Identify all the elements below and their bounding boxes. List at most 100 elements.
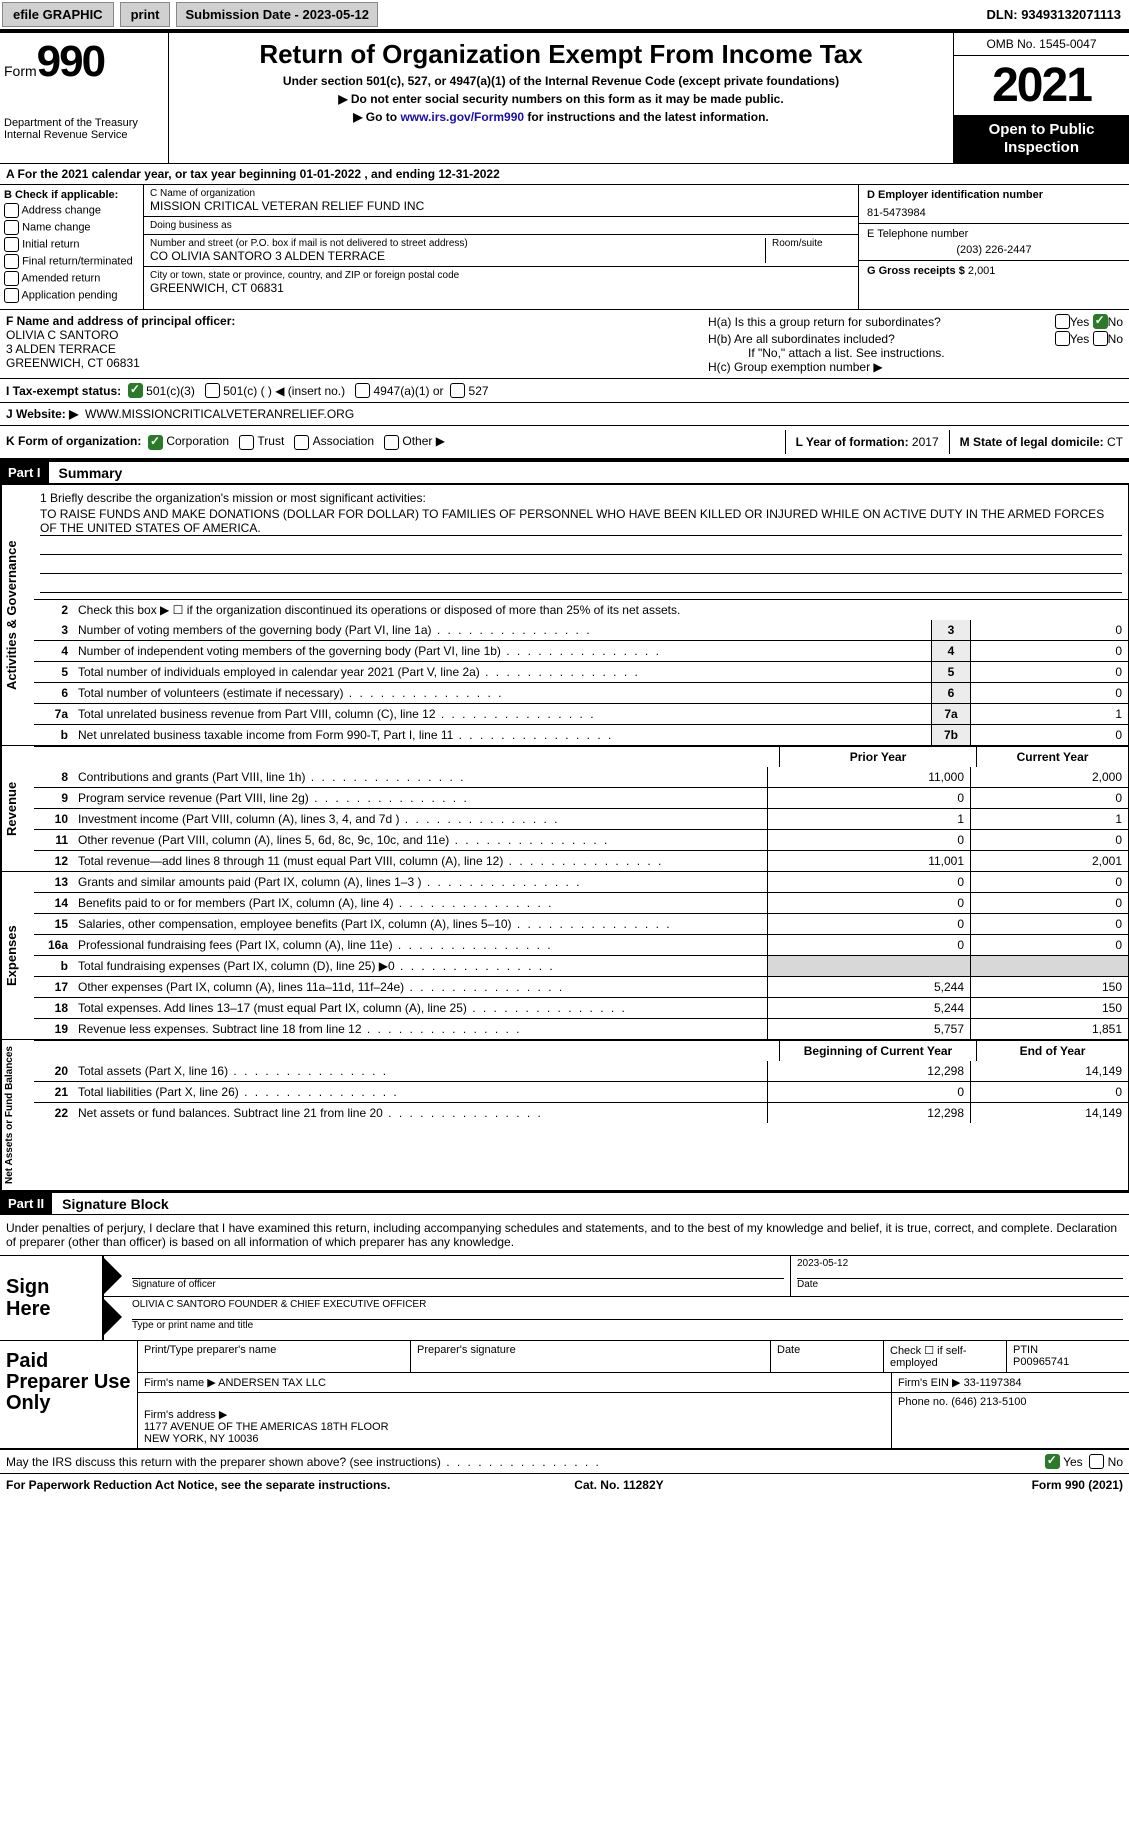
current-value [970, 956, 1128, 976]
line-box: 6 [931, 683, 970, 703]
line-value: 0 [970, 662, 1128, 682]
blank-line [40, 557, 1122, 574]
line-num: 11 [34, 830, 74, 850]
top-bar: efile GRAPHIC print Submission Date - 20… [0, 0, 1129, 31]
line-desc: Total assets (Part X, line 16) [74, 1061, 767, 1081]
chk-application[interactable]: Application pending [4, 288, 139, 303]
spacer [34, 1041, 779, 1061]
address-label: Number and street (or P.O. box if mail i… [150, 238, 759, 249]
prior-value: 0 [767, 872, 970, 892]
no-label: No [1108, 1455, 1123, 1469]
line-num: 15 [34, 914, 74, 934]
line-num: 9 [34, 788, 74, 808]
ein-value: 81-5473984 [867, 207, 1121, 219]
ha-no[interactable] [1093, 314, 1108, 329]
gov-section: Activities & Governance 1 Briefly descri… [0, 483, 1129, 746]
line-desc: Total number of volunteers (estimate if … [74, 683, 931, 703]
irs-link[interactable]: www.irs.gov/Form990 [400, 110, 524, 124]
chk-trust[interactable] [239, 435, 254, 450]
form-note-2: ▶ Go to www.irs.gov/Form990 for instruct… [177, 110, 945, 124]
line-desc: Professional fundraising fees (Part IX, … [74, 935, 767, 955]
firm-ein-label: Firm's EIN ▶ [898, 1377, 961, 1389]
website-value: WWW.MISSIONCRITICALVETERANRELIEF.ORG [85, 407, 354, 421]
line-desc: Net assets or fund balances. Subtract li… [74, 1103, 767, 1123]
phone-value: (203) 226-2447 [867, 244, 1121, 256]
self-employed-check[interactable]: Check ☐ if self-employed [884, 1341, 1007, 1372]
chk-assoc[interactable] [294, 435, 309, 450]
col-b-header: B Check if applicable: [4, 189, 139, 201]
chk-corp[interactable] [148, 435, 163, 450]
line-box: 4 [931, 641, 970, 661]
officer-h-row: F Name and address of principal officer:… [0, 309, 1129, 378]
open-public: Open to Public Inspection [954, 115, 1129, 163]
opt-501c3: 501(c)(3) [146, 384, 195, 398]
part2-title: Signature Block [52, 1196, 169, 1212]
hb-note: If "No," attach a list. See instructions… [708, 346, 1123, 360]
line-desc: Benefits paid to or for members (Part IX… [74, 893, 767, 913]
ha-label: H(a) Is this a group return for subordin… [708, 315, 1055, 329]
line-desc: Program service revenue (Part VIII, line… [74, 788, 767, 808]
signature-field[interactable] [132, 1258, 784, 1279]
line-num: 21 [34, 1082, 74, 1102]
chk-address-change[interactable]: Address change [4, 203, 139, 218]
table-row: b Net unrelated business taxable income … [34, 724, 1128, 745]
opt-other: Other ▶ [402, 434, 445, 448]
chk-501c3[interactable] [128, 383, 143, 398]
table-row: 17 Other expenses (Part IX, column (A), … [34, 976, 1128, 997]
formorg-label: K Form of organization: [6, 434, 141, 448]
chk-name-change[interactable]: Name change [4, 220, 139, 235]
side-expenses: Expenses [1, 872, 34, 1039]
line-num: 3 [34, 620, 74, 640]
arrow-icon [104, 1299, 122, 1335]
row-a-period: A For the 2021 calendar year, or tax yea… [0, 163, 1129, 184]
prior-value: 1 [767, 809, 970, 829]
table-row: 9 Program service revenue (Part VIII, li… [34, 787, 1128, 808]
chk-4947[interactable] [355, 383, 370, 398]
mission-box: 1 Briefly describe the organization's mi… [34, 485, 1128, 599]
website-label: J Website: ▶ [6, 407, 78, 421]
prior-value: 11,001 [767, 851, 970, 871]
chk-final-return[interactable]: Final return/terminated [4, 254, 139, 269]
print-button[interactable]: print [120, 2, 171, 27]
table-row: 13 Grants and similar amounts paid (Part… [34, 872, 1128, 892]
chk-amended[interactable]: Amended return [4, 271, 139, 286]
opt-assoc: Association [313, 434, 374, 448]
ha-yes[interactable] [1055, 314, 1070, 329]
chk-other[interactable] [384, 435, 399, 450]
prior-value: 0 [767, 914, 970, 934]
discuss-no[interactable] [1089, 1454, 1104, 1469]
hb-yes[interactable] [1055, 331, 1070, 346]
col-end: End of Year [976, 1041, 1128, 1061]
sign-date-label: Date [797, 1279, 1123, 1290]
chk-501c[interactable] [205, 383, 220, 398]
firm-phone-value: (646) 213-5100 [951, 1396, 1026, 1408]
ein-label: D Employer identification number [867, 189, 1121, 201]
submission-date: Submission Date - 2023-05-12 [176, 2, 378, 27]
chk-label: Name change [22, 221, 91, 233]
chk-527[interactable] [450, 383, 465, 398]
gross-value: 2,001 [968, 265, 996, 277]
city-value: GREENWICH, CT 06831 [150, 281, 852, 295]
prior-value: 0 [767, 1082, 970, 1102]
line-num: 20 [34, 1061, 74, 1081]
line-value: 0 [970, 641, 1128, 661]
current-value: 150 [970, 977, 1128, 997]
formorg-row: K Form of organization: Corporation Trus… [0, 425, 1129, 460]
footer-left: For Paperwork Reduction Act Notice, see … [6, 1478, 390, 1492]
status-row: I Tax-exempt status: 501(c)(3) 501(c) ( … [0, 378, 1129, 402]
table-row: 5 Total number of individuals employed i… [34, 661, 1128, 682]
table-row: 15 Salaries, other compensation, employe… [34, 913, 1128, 934]
tax-year: 2021 [954, 56, 1129, 115]
expenses-section: Expenses 13 Grants and similar amounts p… [0, 872, 1129, 1040]
table-row: 22 Net assets or fund balances. Subtract… [34, 1102, 1128, 1123]
sign-here-label: Sign Here [0, 1256, 102, 1340]
current-value: 0 [970, 872, 1128, 892]
discuss-yes[interactable] [1045, 1454, 1060, 1469]
chk-initial-return[interactable]: Initial return [4, 237, 139, 252]
line-value: 0 [970, 620, 1128, 640]
prior-value [767, 956, 970, 976]
prior-value: 5,244 [767, 977, 970, 997]
hb-no[interactable] [1093, 331, 1108, 346]
prior-value: 12,298 [767, 1061, 970, 1081]
blank-line [40, 538, 1122, 555]
